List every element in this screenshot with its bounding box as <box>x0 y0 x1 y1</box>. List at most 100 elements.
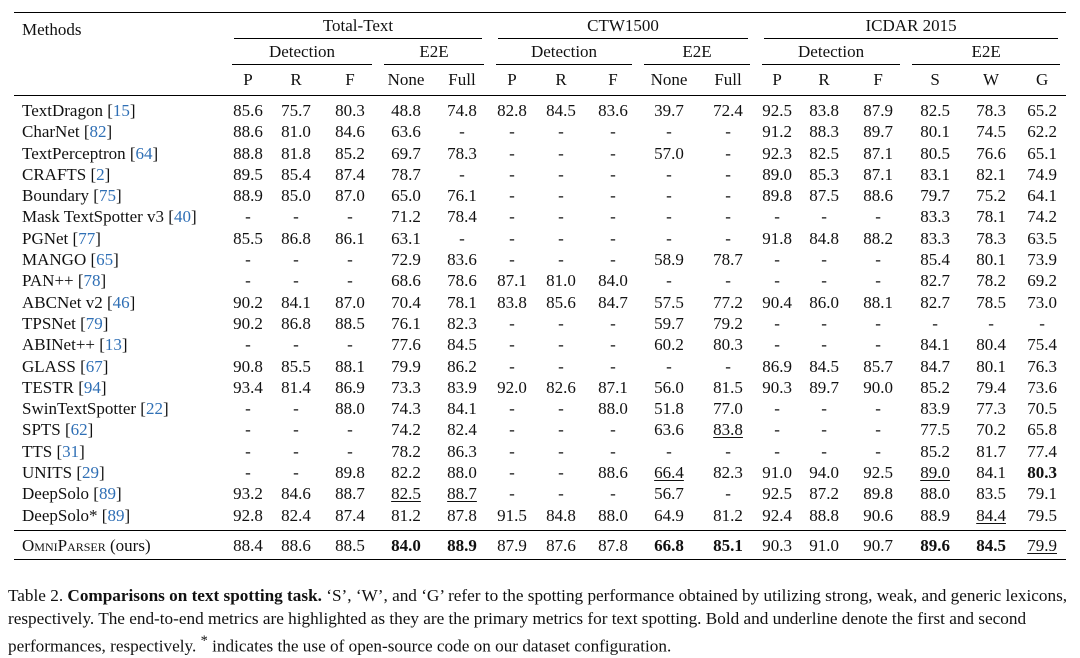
table-cell: 73.6 <box>1018 377 1066 398</box>
citation-link[interactable]: 89 <box>107 505 125 525</box>
citation-link[interactable]: 75 <box>98 186 116 206</box>
citation-link[interactable]: 65 <box>96 250 114 270</box>
table-cell: - <box>490 483 534 504</box>
cell-value: 86.9 <box>762 356 792 376</box>
cell-value: 81.2 <box>713 505 743 525</box>
table-cell: - <box>490 228 534 249</box>
table-cell: 66.4 <box>638 462 700 483</box>
cell-value: 64.9 <box>654 505 684 525</box>
cell-value: - <box>293 420 299 440</box>
cell-value: 87.1 <box>863 143 893 163</box>
cell-value: 79.4 <box>976 377 1006 397</box>
cmidrule <box>762 64 901 65</box>
table-cell: 84.6 <box>322 121 378 142</box>
table-cell: 78.2 <box>378 441 434 462</box>
table-cell: 83.8 <box>700 419 756 440</box>
table-cell: - <box>588 313 638 334</box>
method-name: ABINet++ [13] <box>22 335 128 355</box>
table-cell: 76.1 <box>378 313 434 334</box>
table-cell: - <box>534 398 588 419</box>
cell-value: 92.4 <box>762 505 792 525</box>
table-cell: 88.5 <box>322 313 378 334</box>
cell-value: 84.8 <box>809 228 839 248</box>
cell-value: 83.5 <box>976 484 1006 504</box>
cell-value: - <box>666 228 672 248</box>
citation-link[interactable]: 94 <box>83 377 101 397</box>
citation-link[interactable]: 64 <box>135 143 153 163</box>
cell-value: 90.0 <box>863 377 893 397</box>
cell-value: 84.8 <box>546 505 576 525</box>
table-cell: - <box>534 228 588 249</box>
metric-header: S <box>906 65 965 96</box>
citation-link[interactable]: 62 <box>70 420 88 440</box>
citation-link[interactable]: 29 <box>81 463 99 483</box>
table-cell: 84.4 <box>964 505 1018 531</box>
citation-link[interactable]: 78 <box>83 271 101 291</box>
dataset-label: ICDAR 2015 <box>865 16 957 36</box>
cell-value: - <box>610 207 616 227</box>
cell-value: - <box>347 441 353 461</box>
citation-link[interactable]: 82 <box>89 122 107 142</box>
cell-value: - <box>347 335 353 355</box>
cell-value: 88.2 <box>863 228 893 248</box>
cell-value: - <box>666 441 672 461</box>
citation-link[interactable]: 31 <box>62 441 80 461</box>
cell-value: 82.4 <box>281 505 311 525</box>
cell-value: 60.2 <box>654 335 684 355</box>
cell-value: 91.2 <box>762 122 792 142</box>
table-cell: - <box>588 143 638 164</box>
cell-value: 92.8 <box>233 505 263 525</box>
table-cell: 82.1 <box>964 164 1018 185</box>
table-cell: 79.2 <box>700 313 756 334</box>
cell-value: - <box>932 313 938 333</box>
table-cell: 78.6 <box>434 270 490 291</box>
citation-link[interactable]: 40 <box>173 207 191 227</box>
cell-value: 91.8 <box>762 228 792 248</box>
citation-link[interactable]: 46 <box>112 292 130 312</box>
table-cell: 87.8 <box>434 505 490 531</box>
cell-value: 82.8 <box>497 101 527 120</box>
table-cell: 88.0 <box>588 398 638 419</box>
table-cell: - <box>490 334 534 355</box>
citation-link[interactable]: 2 <box>96 164 105 184</box>
cell-value: - <box>725 143 731 163</box>
table-cell: 92.4 <box>756 505 798 531</box>
cell-value: 65.0 <box>391 186 421 206</box>
citation-link[interactable]: 13 <box>104 335 122 355</box>
method-name: PAN++ [78] <box>22 271 107 291</box>
table-cell: 64.9 <box>638 505 700 531</box>
cell-value: - <box>610 250 616 270</box>
cell-value: 92.5 <box>762 484 792 504</box>
citation-link[interactable]: 79 <box>85 313 103 333</box>
table-cell: - <box>638 121 700 142</box>
table-cell: 84.8 <box>534 505 588 531</box>
table-row: TextDragon [15] 85.6 75.7 80.3 48.8 74.8 82.8 8… <box>14 96 1066 122</box>
group-detection: Detection <box>490 39 638 65</box>
table-cell: - <box>700 270 756 291</box>
table-cell: 82.6 <box>534 377 588 398</box>
table-cell: 82.4 <box>270 505 322 531</box>
cell-value: - <box>245 250 251 270</box>
table-cell: 88.6 <box>226 121 270 142</box>
cell-value: 88.6 <box>281 535 311 555</box>
citation-link[interactable]: 67 <box>85 356 103 376</box>
table-cell: 88.6 <box>588 462 638 483</box>
table-cell: 73.3 <box>378 377 434 398</box>
cell-value: - <box>558 356 564 376</box>
table-cell: 80.3 <box>322 96 378 122</box>
cell-value: 85.0 <box>281 186 311 206</box>
citation-link[interactable]: 15 <box>112 101 130 120</box>
citation-link[interactable]: 77 <box>78 228 96 248</box>
cell-value: 86.8 <box>281 228 311 248</box>
table-cell: - <box>322 419 378 440</box>
citation-link[interactable]: 22 <box>145 399 163 419</box>
table-cell: 63.5 <box>1018 228 1066 249</box>
citation-link[interactable]: 89 <box>98 484 116 504</box>
cell-value: 89.7 <box>863 122 893 142</box>
table-cell: 65.1 <box>1018 143 1066 164</box>
cell-value: 56.0 <box>654 377 684 397</box>
table-cell: - <box>322 206 378 227</box>
cell-value: 88.0 <box>335 399 365 419</box>
cell-value: 87.4 <box>335 164 365 184</box>
table-cell: 80.5 <box>906 143 964 164</box>
